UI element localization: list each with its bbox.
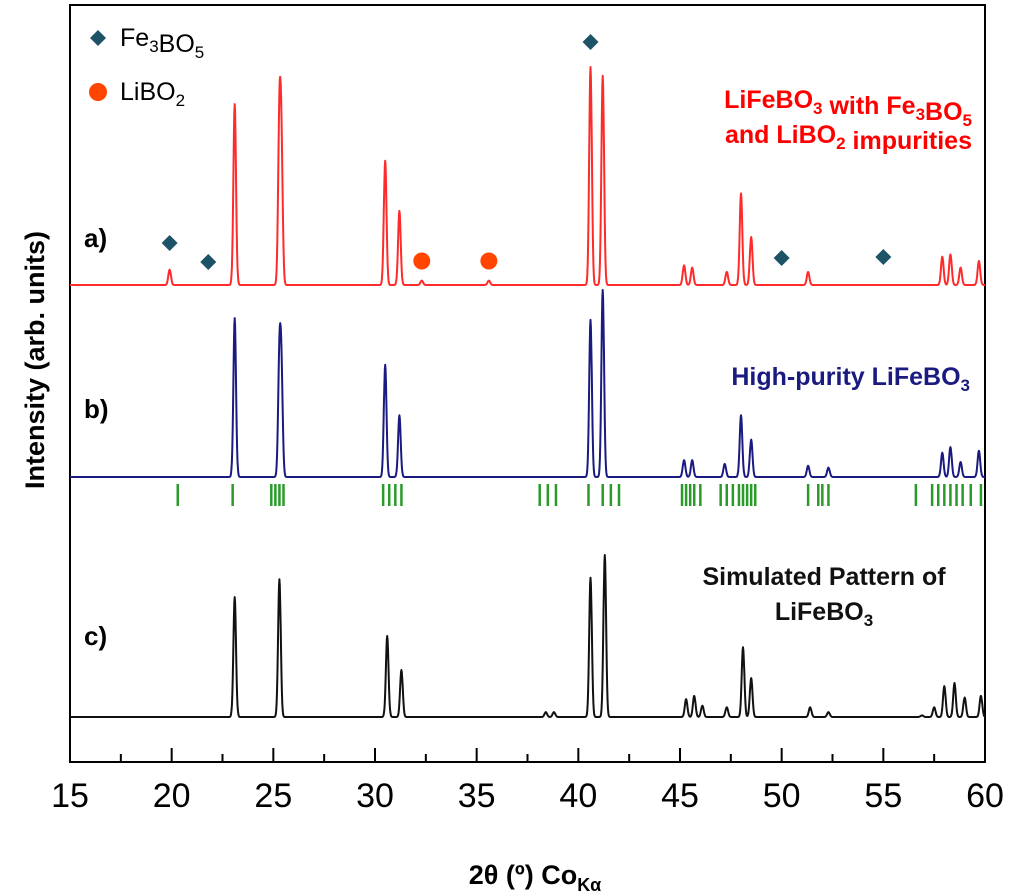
- annotation-text: High-purity LiFeBO: [731, 363, 960, 391]
- x-tick-label: 35: [458, 777, 496, 815]
- fe3bo5-marker: [582, 34, 599, 50]
- x-axis-title-main: 2θ (º) Co: [469, 860, 577, 890]
- panel-labels: a) b) c): [84, 223, 109, 651]
- phase-markers: [161, 34, 892, 270]
- x-axis: 15 20 25 30 35 40 45 50 55 60: [51, 748, 1004, 815]
- annotation-line: Simulated Pattern of: [702, 563, 946, 591]
- legend-diamond-icon: [90, 30, 106, 46]
- annotation-line: LiFeBO3 with Fe3BO5: [724, 86, 972, 130]
- x-axis-title: 2θ (º) CoKα: [469, 860, 602, 895]
- legend-subscript: 3: [149, 37, 158, 56]
- libo2-marker: [480, 252, 498, 270]
- x-tick-label: 60: [966, 777, 1004, 815]
- x-tick-label: 15: [51, 777, 89, 815]
- x-tick-label: 40: [559, 777, 597, 815]
- legend-label: LiBO2: [120, 78, 185, 110]
- trace-a: [69, 66, 986, 286]
- legend-label: Fe3BO5: [120, 24, 204, 62]
- annotation-subscript: 3: [916, 105, 925, 124]
- annotation-text: and LiBO: [725, 121, 836, 149]
- panel-label-b: b): [84, 394, 109, 424]
- annotation-text: LiFeBO: [775, 598, 864, 626]
- legend-circle-icon: [89, 83, 107, 101]
- x-tick-label: 50: [763, 777, 801, 815]
- annotation-line: High-purity LiFeBO3: [731, 363, 970, 395]
- annotation-text: BO: [925, 98, 963, 126]
- reference-ticks: [176, 484, 983, 506]
- annotation-text: Simulated Pattern of: [702, 563, 946, 591]
- x-tick-label: 20: [153, 777, 191, 815]
- annotation-line: and LiBO2 impurities: [725, 121, 972, 155]
- annotation-subscript: 2: [836, 134, 845, 153]
- annotation-subscript: 3: [864, 611, 873, 630]
- annotation-subscript: 5: [963, 111, 972, 130]
- annotation-subscript: 3: [961, 376, 970, 395]
- annotation-subscript: 3: [813, 99, 822, 118]
- legend-text-part: LiBO: [120, 78, 176, 106]
- legend-subscript: 5: [195, 43, 204, 62]
- panel-label-a: a): [84, 223, 107, 253]
- legend-text-part: BO: [159, 30, 195, 58]
- annotation-text: with Fe: [823, 92, 916, 120]
- x-tick-label: 25: [254, 777, 292, 815]
- legend: Fe3BO5 LiBO2: [89, 24, 204, 110]
- legend-text-part: Fe: [120, 24, 149, 52]
- annotation-text: impurities: [846, 127, 972, 155]
- traces: [69, 66, 986, 718]
- x-tick-label: 45: [661, 777, 699, 815]
- y-axis-title: Intensity (arb. units): [20, 231, 50, 489]
- annotation-line: LiFeBO3: [775, 598, 873, 630]
- trace-c: [69, 554, 986, 718]
- x-tick-label: 55: [864, 777, 902, 815]
- panel-label-c: c): [84, 621, 107, 651]
- fe3bo5-marker: [161, 235, 178, 251]
- libo2-marker: [413, 252, 431, 270]
- fe3bo5-marker: [773, 250, 790, 266]
- x-tick-label: 30: [356, 777, 394, 815]
- legend-subscript: 2: [176, 91, 185, 110]
- annotation-text: LiFeBO: [724, 86, 813, 114]
- fe3bo5-marker: [875, 249, 892, 265]
- fe3bo5-marker: [200, 254, 217, 270]
- x-axis-title-sub: Kα: [577, 875, 601, 895]
- trace-b: [69, 289, 986, 478]
